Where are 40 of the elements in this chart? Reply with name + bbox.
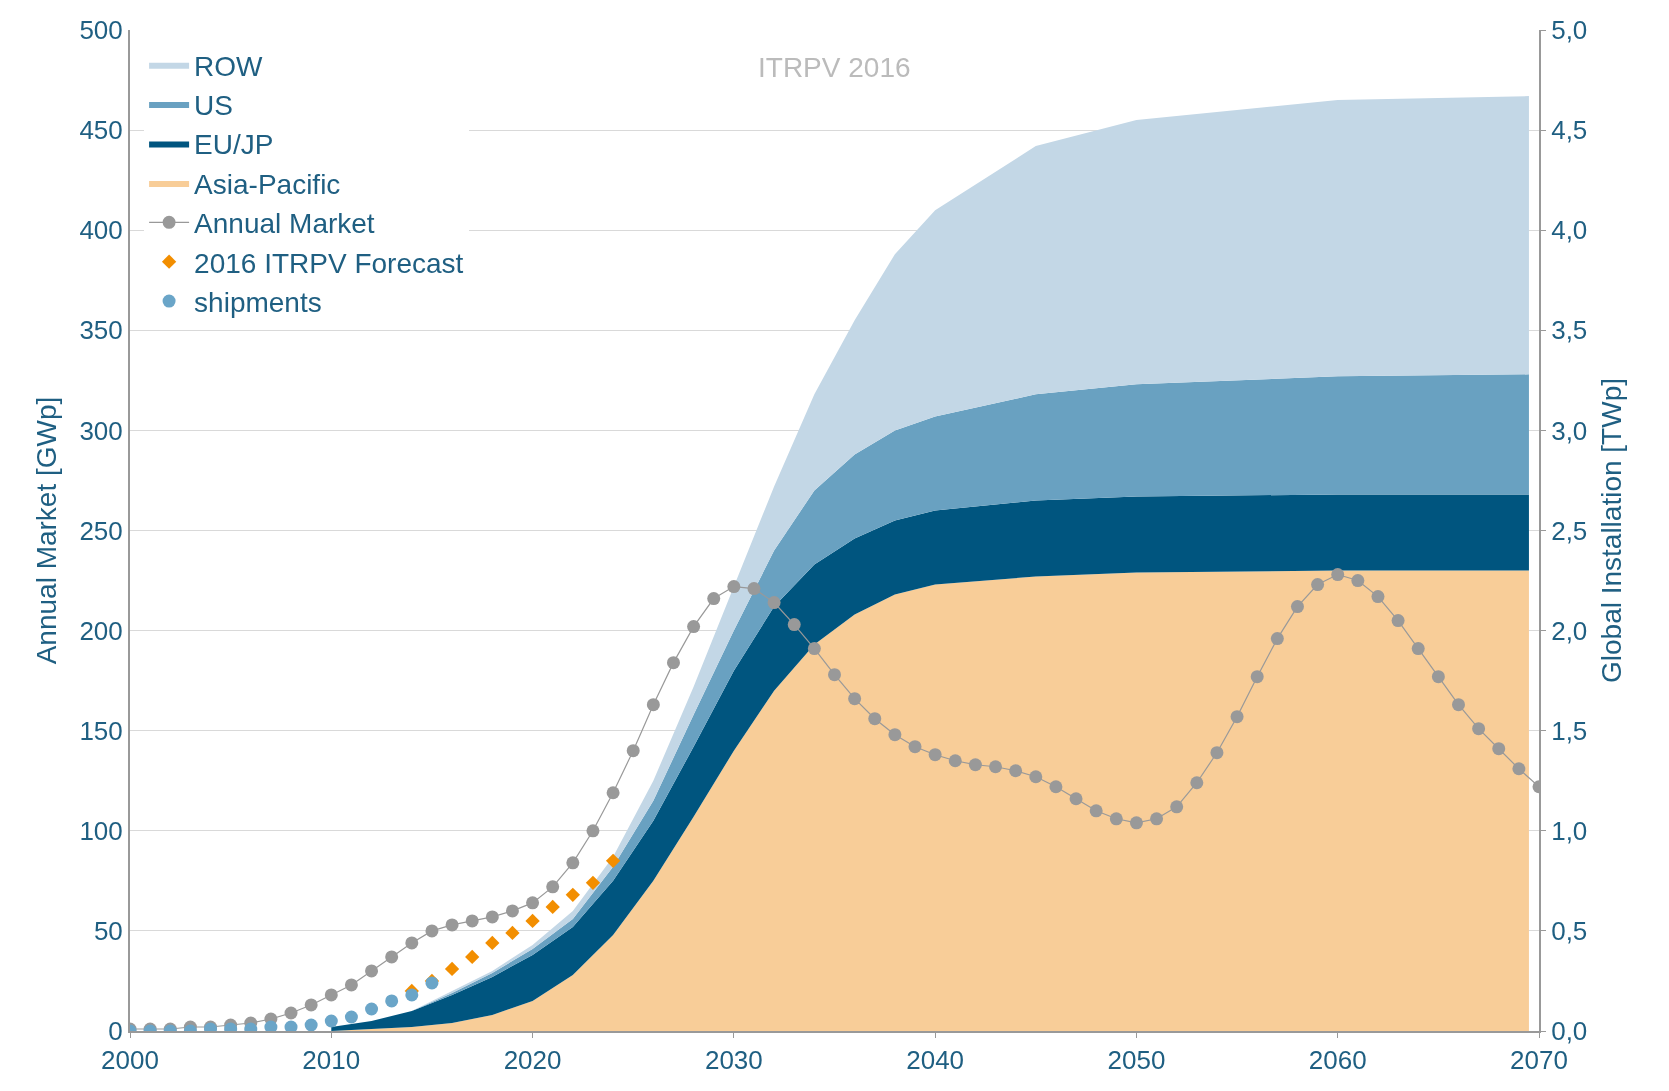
y-tick-label: 150 (79, 715, 123, 746)
y2-tick-label: 1,0 (1551, 815, 1588, 846)
legend-label: US (194, 90, 233, 122)
x-tick-label: 2030 (704, 1045, 763, 1076)
y-tick-label: 450 (79, 115, 123, 146)
y2-tick-label: 2,0 (1551, 615, 1588, 646)
legend-label: EU/JP (194, 129, 274, 161)
y2-tick-label: 4,5 (1551, 115, 1588, 146)
y-axis-title: Annual Market [GWp] (30, 396, 62, 665)
y-tick-label: 350 (79, 315, 123, 346)
y-tick-label: 250 (79, 515, 123, 546)
legend-label: ROW (194, 50, 264, 82)
legend-label: shipments (194, 287, 322, 319)
y-tick-label: 100 (79, 815, 123, 846)
x-tick-label: 2050 (1107, 1045, 1166, 1076)
x-tick-label: 2000 (101, 1045, 159, 1076)
y2-axis-title: Global Installation [TWp] (1595, 377, 1627, 684)
y2-tick-label: 3,0 (1551, 415, 1588, 446)
y2-tick-label: 0,0 (1551, 1016, 1588, 1047)
y2-tick-label: 1,5 (1551, 715, 1588, 746)
legend-label: Annual Market (194, 208, 375, 240)
y2-tick-label: 2,5 (1551, 515, 1588, 546)
y-tick-label: 400 (79, 215, 123, 246)
x-tick-label: 2060 (1308, 1045, 1367, 1076)
y-tick-label: 500 (79, 15, 123, 46)
annotation: ITRPV 2016 (758, 52, 911, 83)
y-tick-label: 300 (79, 415, 123, 446)
x-tick-label: 2070 (1510, 1045, 1568, 1076)
y-tick-label: 200 (79, 615, 123, 646)
legend-label: 2016 ITRPV Forecast (194, 247, 464, 279)
y-tick-label: 50 (93, 916, 123, 946)
legend-label: Asia-Pacific (194, 168, 341, 200)
y-tick-label: 0 (108, 1016, 123, 1047)
y2-tick-label: 5,0 (1551, 15, 1588, 46)
x-tick-label: 2010 (302, 1045, 361, 1076)
x-tick-label: 2020 (503, 1045, 562, 1076)
y2-tick-label: 0,5 (1551, 916, 1588, 946)
y2-tick-label: 3,5 (1551, 315, 1588, 346)
x-tick-label: 2040 (906, 1045, 965, 1076)
y2-tick-label: 4,0 (1551, 215, 1588, 246)
